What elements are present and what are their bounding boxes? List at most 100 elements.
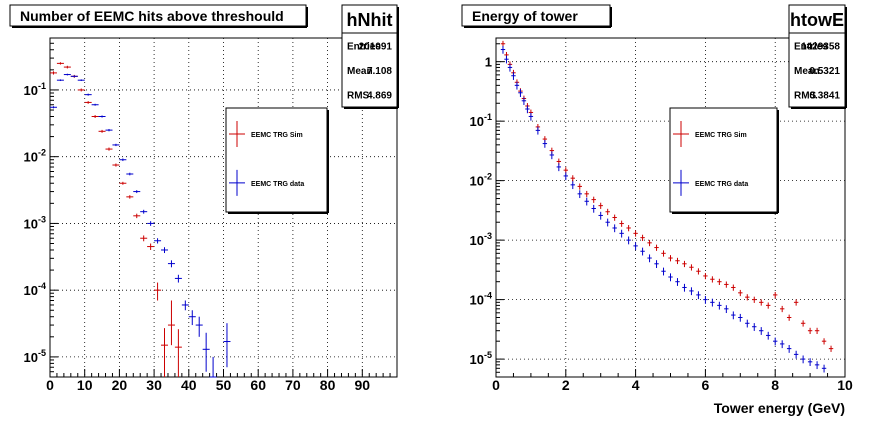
- panel-2-series-2-point-30: [682, 283, 687, 292]
- panel-1-series-2-point-15: [154, 238, 162, 244]
- panel-2-series-1-point-34: [710, 276, 715, 283]
- panel-2-stats-label-1: Mean: [794, 66, 820, 77]
- panel-2-series-2-point-6: [521, 97, 527, 105]
- panel-2-x-tick-label-3: 6: [702, 377, 710, 393]
- panel-1-stats-value-0: 201091: [359, 41, 393, 52]
- panel-2-series-1-point-36: [724, 281, 729, 288]
- panel-1-stats-label-0: Entries: [347, 41, 381, 52]
- panel-2-stats-value-0: 1429358: [801, 41, 840, 52]
- panel-1-x-tick-label-4: 40: [181, 377, 197, 393]
- panel-1-y-tick-label-0-text: 10-5: [24, 348, 46, 365]
- panel-2-stats-value-2: 0.3841: [809, 91, 840, 102]
- panel-2-series-2-point-40: [752, 323, 757, 331]
- panel-2-series-2-point-8: [528, 112, 534, 121]
- panel-1-series-2-point-7: [98, 115, 106, 118]
- panel-2-series-2-point-28: [668, 273, 673, 282]
- panel-2-series-2-point-43: [773, 337, 778, 346]
- panel-1-title: Number of EEMC hits above threshould: [9, 4, 308, 28]
- panel-2-y-tick-label-0-text: 10-5: [470, 350, 492, 367]
- panel-1-series-2-point-3: [70, 75, 78, 78]
- panel-2-legend-label-1: EEMC TRG Sim: [695, 132, 747, 139]
- panel-1-x-tick-label-5: 50: [216, 377, 232, 393]
- panel-2-stats-label-2: RMS: [794, 91, 817, 102]
- panel-1-stats-frame: [341, 4, 398, 108]
- panel-2-series-1-point-37: [731, 284, 736, 291]
- panel-1-series-2-point-9: [112, 143, 120, 147]
- panel-2-x-tick-label-4: 8: [771, 377, 779, 393]
- panel-1-series-2-point-1: [56, 79, 64, 82]
- panel-2-series-1-point-22: [626, 225, 631, 232]
- panel-1-series-2: [49, 73, 231, 378]
- panel-2-series-2-point-25: [647, 254, 652, 263]
- panel-1-x-tick-label-3: 30: [146, 377, 162, 393]
- panel-1-series-2-point-13: [140, 209, 148, 214]
- panel-1-series-2-point-6: [91, 103, 99, 106]
- panel-1-series-2-point-12: [133, 190, 141, 194]
- panel-2-series-2-point-19: [605, 218, 610, 227]
- panel-2-series-2-point-22: [626, 236, 631, 245]
- panel-1-y-tick-label-1: 10-4: [24, 281, 46, 298]
- panel-2-x-axis-title: Tower energy (GeV): [714, 400, 845, 416]
- panel-1-series-2-point-22: [202, 332, 210, 372]
- panel-2-series-1-point-24: [640, 234, 645, 241]
- panel-2-y-tick-label-1: 10-4: [470, 291, 492, 308]
- panel-2-series-1-point-27: [661, 250, 666, 257]
- panel-2-series-2-point-46: [793, 350, 799, 359]
- panel-1-series-2-point-18: [174, 274, 182, 283]
- panel-2-series-2-point-32: [696, 291, 701, 300]
- panel-2-y-axis: 10-5 10-4 10-3 10-2 10-1 1: [470, 43, 504, 378]
- panel-2-x-tick-label-2: 4: [632, 377, 640, 393]
- panel-1-legend-frame: [225, 107, 328, 213]
- panel-2-y-tick-label-5-text: 1: [485, 55, 492, 70]
- panel-2-series-2-point-3: [511, 72, 516, 80]
- panel-2: 0 2 4 6 8 10 10-5 10-4 10-3 10-2 10-1 1 Energy of to…: [451, 2, 892, 418]
- panel-1-title-text: Number of EEMC hits above threshould: [20, 8, 284, 24]
- panel-1-series-1-point-1: [56, 62, 64, 65]
- panel-2-series-1-point-33: [703, 273, 708, 280]
- panel-1-series-2-point-24: [223, 323, 231, 368]
- panel-2-series-1-point-16: [584, 190, 589, 198]
- panel-2-series-2-point-13: [563, 172, 568, 181]
- panel-2-series-1-point-21: [619, 220, 624, 227]
- panel-2-series-1-point-20: [612, 214, 617, 221]
- panel-1-series-2-point-19: [181, 300, 189, 311]
- panel-2-series-2-point-47: [800, 355, 806, 364]
- panel-1-y-tick-label-2-text: 10-3: [24, 214, 46, 231]
- panel-2-y-tick-label-0: 10-5: [470, 350, 492, 367]
- panel-1-y-tick-label-3: 10-2: [24, 148, 46, 165]
- panel-2-x-tick-label-5: 10: [837, 377, 853, 393]
- panel-2-series-1-point-26: [654, 244, 659, 251]
- panel-1-series-2-point-17: [167, 260, 175, 268]
- panel-2-series-1-point-43: [773, 291, 778, 299]
- panel-1-series-1-point-13: [140, 235, 148, 242]
- panel-1-series-1-point-4: [77, 88, 85, 92]
- panel-1-series-1-point-8: [105, 147, 113, 151]
- panel-2-stats-frame: [788, 4, 846, 108]
- panel-2-y-tick-label-2-text: 10-3: [470, 231, 492, 248]
- panel-2-series-2-point-2: [507, 63, 513, 72]
- panel-2-series-1-point-18: [598, 202, 603, 209]
- panel-1-series-2-point-0: [49, 106, 57, 109]
- panel-1-x-tick-label-8: 80: [320, 377, 336, 393]
- panel-2-series-1-point-25: [647, 239, 652, 247]
- panel-2-series-1-point-39: [745, 294, 750, 301]
- panel-2-series-2: [500, 45, 827, 373]
- panel-2-series-1-point-17: [591, 196, 596, 203]
- panel-2-series-2-point-26: [654, 260, 659, 268]
- panel-2-series-1-point-29: [675, 257, 680, 265]
- panel-1-series-1-point-2: [63, 65, 71, 69]
- panel-2-series-2-point-18: [598, 211, 603, 220]
- panel-1-series-1: [49, 62, 182, 377]
- panel-2-series-2-point-7: [525, 105, 530, 114]
- panel-2-series-2-point-44: [779, 340, 785, 349]
- panel-2-series-1-point-51: [828, 345, 834, 352]
- panel-2-series-1-point-15: [577, 183, 582, 190]
- panel-2-series-2-point-23: [633, 242, 638, 251]
- panel-2-series-2-point-45: [786, 345, 792, 353]
- panel-2-series-2-point-14: [570, 181, 575, 190]
- panel-2-series-1-point-49: [814, 327, 820, 335]
- panel-1-stats-label-1: Mean: [347, 66, 373, 77]
- panel-1-x-tick-label-1: 10: [77, 377, 93, 393]
- panel-2-series-1-point-42: [766, 302, 771, 309]
